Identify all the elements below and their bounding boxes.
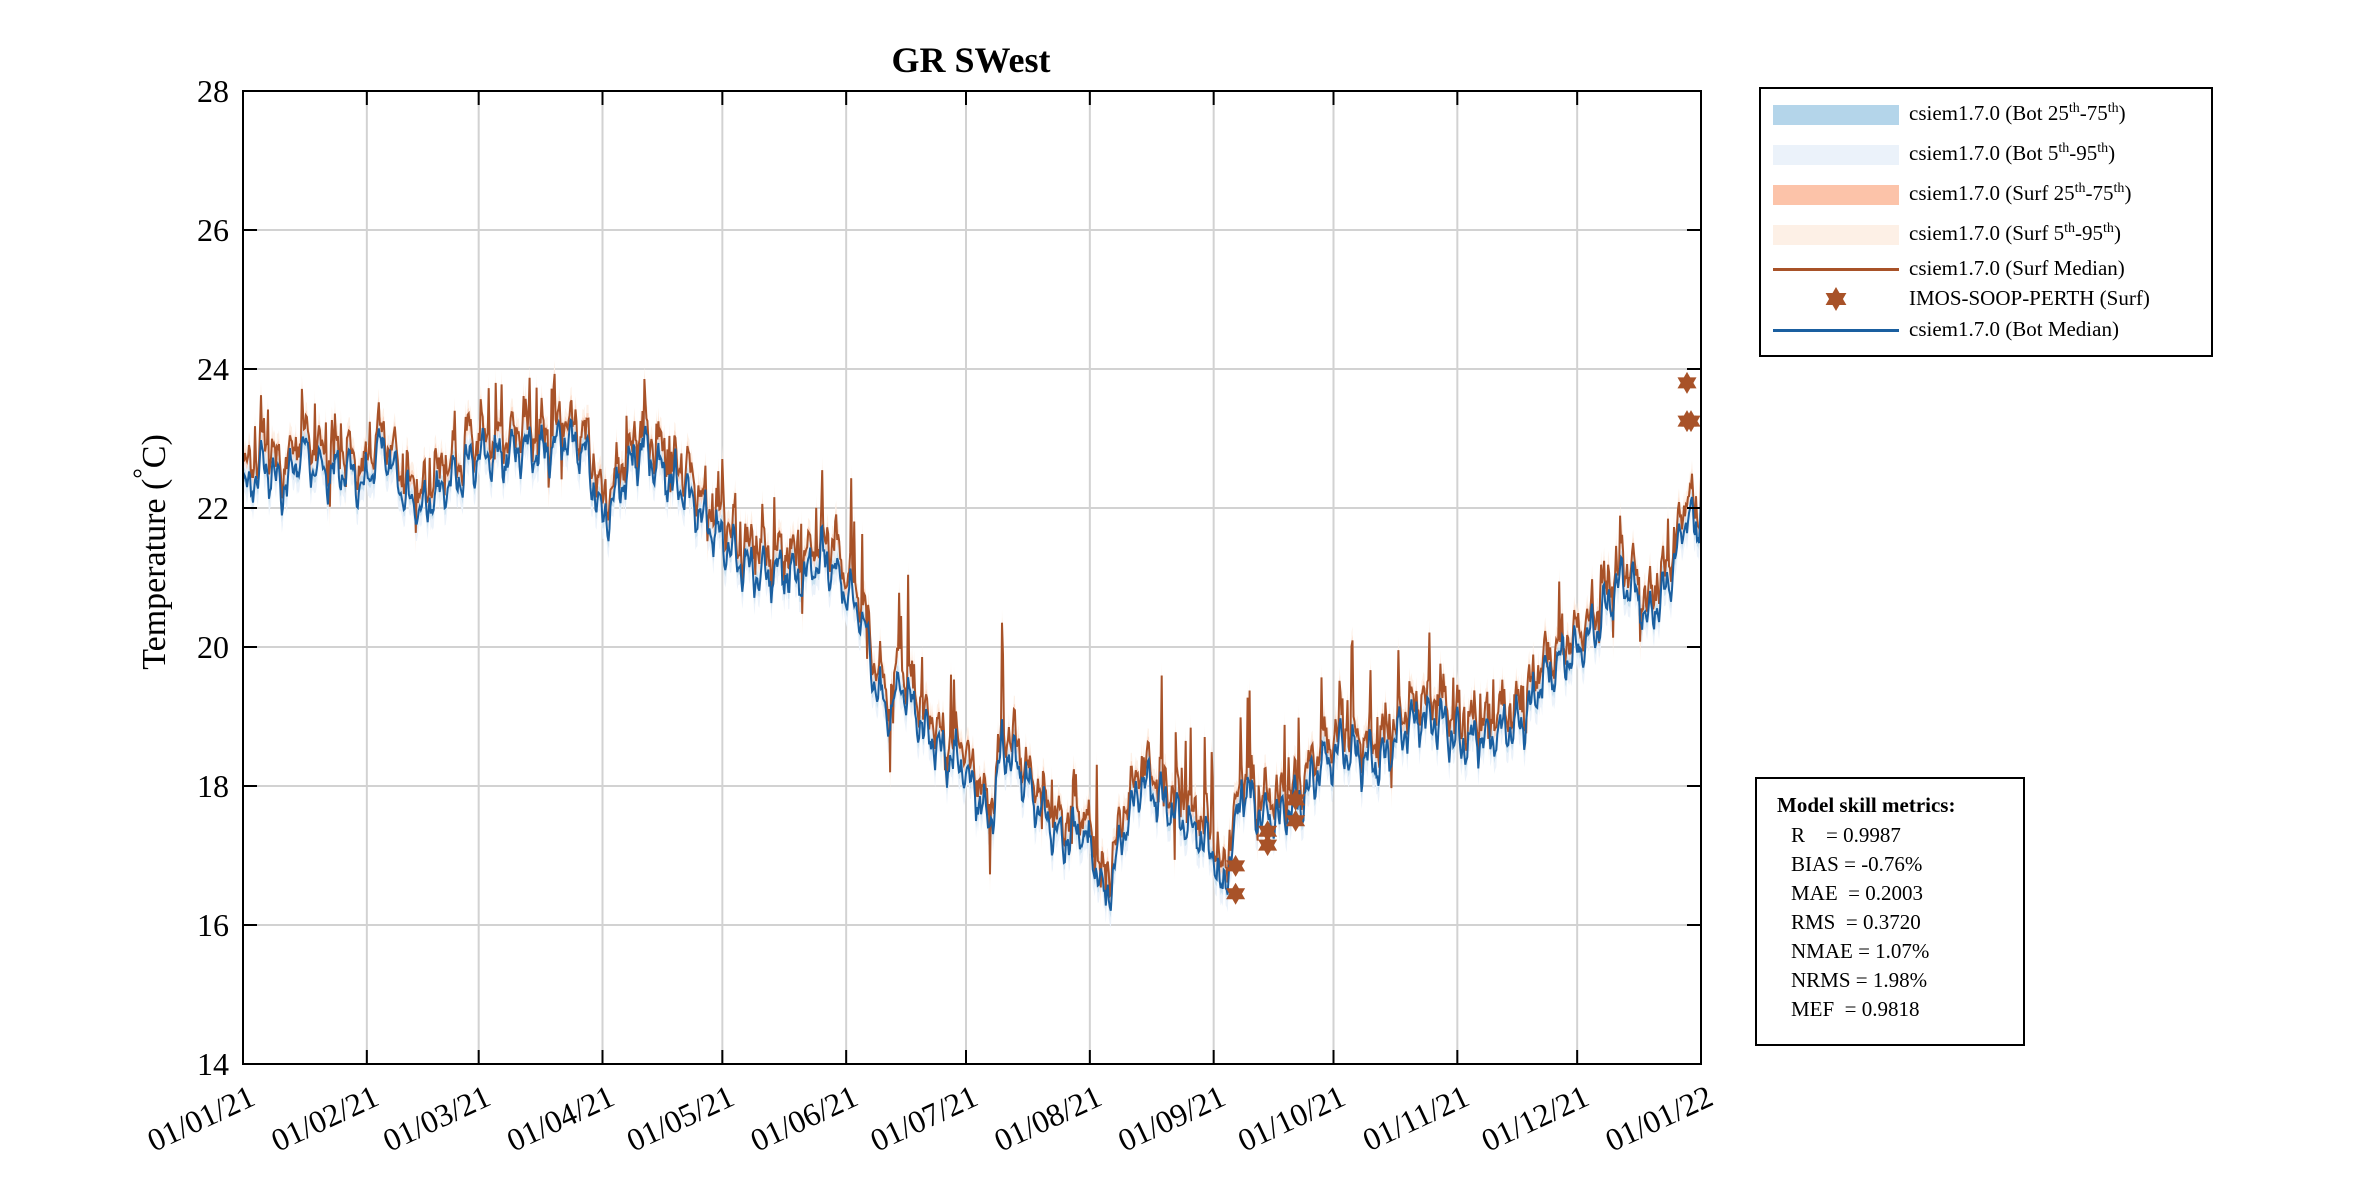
legend-label-bot-5-95: csiem1.7.0 (Bot 5th-95th) [1909,141,2116,165]
metric-rms: RMS = 0.3720 [1791,910,1921,934]
plot-area [242,360,1702,929]
x-tick-label: 01/02/21 [265,1078,383,1159]
legend-item-surf-5-95: csiem1.7.0 (Surf 5th-95th) [1761,217,2211,249]
legend-label-surf-median: csiem1.7.0 (Surf Median) [1909,256,2125,280]
x-tick-label: 01/09/21 [1112,1078,1230,1159]
observation-marker [1286,788,1306,811]
y-axis-label-main: Temperature ( [136,479,173,670]
hexagram-marker-icon [1825,287,1847,311]
y-tick-label: 26 [197,212,229,248]
observation-marker [1286,809,1306,832]
y-tick-label: 20 [197,629,229,665]
observation-marker [1258,834,1278,857]
x-tick-label: 01/06/21 [745,1078,863,1159]
x-tick-label: 01/08/21 [988,1078,1106,1159]
y-tick-label: 28 [197,73,229,109]
observation-marker [1258,820,1278,843]
legend-swatch-surf-5-95 [1773,225,1899,245]
y-tick-label: 24 [197,351,229,387]
x-tick-label: 01/12/21 [1476,1078,1594,1159]
axes-frame [242,90,1702,1065]
observation-marker [1677,371,1697,394]
y-axis-label: Temperature (°C) [128,434,173,670]
legend-item-bot-25-75: csiem1.7.0 (Bot 25th-75th) [1761,97,2211,129]
legend-line-surf-median [1773,268,1899,271]
legend-label-surf-5-95: csiem1.7.0 (Surf 5th-95th) [1909,221,2121,245]
x-tick-label: 01/01/21 [142,1078,260,1159]
legend-item-bot-5-95: csiem1.7.0 (Bot 5th-95th) [1761,137,2211,169]
legend-swatch-surf-25-75 [1773,185,1899,205]
observation-marker [1226,854,1246,877]
legend-item-imos-obs: IMOS-SOOP-PERTH (Surf) [1761,282,2211,314]
metric-mef: MEF = 0.9818 [1791,997,1920,1021]
metric-nrms: NRMS = 1.98% [1791,968,1928,992]
surf-25-75-band [243,368,1701,905]
y-axis-label-unit: C) [136,434,173,468]
x-tick-label: 01/03/21 [377,1078,495,1159]
legend-swatch-bot-5-95 [1773,145,1899,165]
legend-label-imos-obs: IMOS-SOOP-PERTH (Surf) [1909,286,2150,310]
legend-item-bot-median: csiem1.7.0 (Bot Median) [1761,313,2211,345]
legend-label-surf-25-75: csiem1.7.0 (Surf 25th-75th) [1909,181,2132,205]
grid-lines [243,91,1701,1064]
x-tick-label: 01/11/21 [1357,1078,1474,1158]
observation-marker [1681,410,1701,433]
legend-label-bot-median: csiem1.7.0 (Bot Median) [1909,317,2119,341]
y-tick-label: 14 [197,1046,229,1082]
y-tick-label: 16 [197,907,229,943]
skill-metrics-box: Model skill metrics: R = 0.9987 BIAS = -… [1755,777,2025,1046]
y-tick-label: 22 [197,490,229,526]
legend-item-surf-25-75: csiem1.7.0 (Surf 25th-75th) [1761,177,2211,209]
axis-ticks: 14 16 18 20 22 24 26 28 01/01/21 01/02/2101/03/21… [142,73,1718,1158]
x-tick-label: 01/07/21 [865,1078,983,1159]
x-tick-label: 01/04/21 [501,1078,619,1159]
x-tick-label: 01/05/21 [621,1078,739,1159]
x-tick-label: 01/10/21 [1232,1078,1350,1159]
legend-item-surf-median: csiem1.7.0 (Surf Median) [1761,252,2211,284]
y-tick-label: 18 [197,768,229,804]
legend-label-bot-25-75: csiem1.7.0 (Bot 25th-75th) [1909,101,2126,125]
surf-5-95-band [243,360,1701,917]
metric-nmae: NMAE = 1.07% [1791,939,1930,963]
observation-marker [1226,882,1246,905]
legend: csiem1.7.0 (Bot 25th-75th) csiem1.7.0 (B… [1759,87,2213,357]
bot-median-line [242,417,1702,911]
surf-median-line [242,373,1702,900]
metrics-title: Model skill metrics: [1777,793,1956,817]
chart-title: GR SWest [891,40,1050,80]
y-axis-label-degree: ° [128,468,157,478]
x-tick-label: 01/01/22 [1600,1078,1718,1159]
legend-swatch-bot-25-75 [1773,105,1899,125]
metric-mae: MAE = 0.2003 [1791,881,1924,905]
legend-line-bot-median [1773,329,1899,332]
metric-bias: BIAS = -0.76% [1791,852,1923,876]
metric-r: R = 0.9987 [1791,823,1901,847]
